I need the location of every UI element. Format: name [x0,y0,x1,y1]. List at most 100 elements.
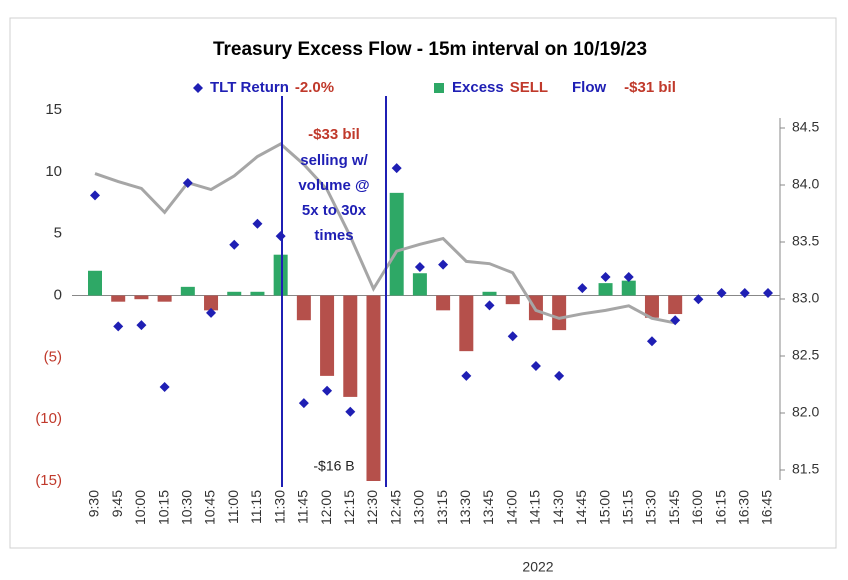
bar [157,295,172,302]
x-tick-label: 15:00 [596,490,612,525]
footer-text: 2022 [522,559,553,575]
x-tick-label: 16:30 [735,490,751,525]
point [229,239,240,250]
bar [204,295,219,311]
annotation-low: -$16 B [313,458,354,474]
y2-tick-label: 81.5 [792,461,819,477]
point [438,259,449,270]
point [182,177,193,188]
point [90,190,100,201]
x-tick-label: 13:15 [434,490,450,525]
point [391,163,402,174]
bar [621,280,636,296]
bar [436,295,451,311]
x-tick-label: 13:00 [411,490,427,525]
chart-title: Treasury Excess Flow - 15m interval on 1… [213,39,647,60]
point [206,307,217,318]
x-tick-label: 12:30 [364,490,380,525]
y-tick-label: 5 [54,225,62,242]
legend-note: -2.0% [295,79,334,96]
annotation-text: times [314,227,353,244]
y2-tick-label: 83.5 [792,233,819,249]
y2-tick-label: 84.5 [792,119,819,135]
point [507,331,518,342]
x-tick-label: 16:45 [759,490,775,525]
legend-label: Excess [452,79,504,96]
y-tick-label: (5) [44,348,62,365]
bar [366,295,381,481]
legend-label: TLT Return [210,79,289,96]
annotation-title: -$33 bil [308,126,360,143]
bar [250,291,265,296]
x-tick-label: 11:00 [225,490,241,524]
annotation-text: 5x to 30x [302,202,367,219]
x-tick-label: 13:30 [457,490,473,525]
bar [412,273,427,296]
bar [296,295,311,321]
legend-label: Flow [572,79,606,96]
point [716,288,727,299]
x-tick-label: 10:45 [202,490,218,525]
bar [180,286,195,296]
bar [343,295,358,397]
y-tick-label: 10 [45,163,62,180]
point [554,370,565,381]
x-tick-label: 12:45 [387,490,403,525]
bar [505,295,520,305]
y-tick-label: (10) [35,410,62,427]
point [461,370,472,381]
point [159,382,170,393]
bar [111,295,126,302]
point [600,271,611,282]
point [530,360,541,371]
point [252,218,263,229]
x-tick-label: 10:30 [179,490,195,525]
y2-tick-label: 82.5 [792,347,819,363]
bar [227,291,242,296]
x-tick-label: 11:15 [248,490,264,524]
x-tick-label: 14:00 [503,490,519,525]
x-tick-label: 10:15 [155,490,171,525]
point [275,231,286,242]
x-tick-label: 15:15 [619,490,635,525]
x-tick-label: 15:30 [643,490,659,525]
point [577,283,588,294]
point [623,271,634,282]
bar [273,254,288,296]
point [646,336,657,347]
bar [552,295,567,331]
point [670,315,681,326]
bar [459,295,474,352]
point [763,288,773,299]
y2-tick-label: 84.0 [792,176,819,192]
y2-tick-label: 83.0 [792,290,819,306]
point [113,321,124,332]
x-tick-label: 15:45 [666,490,682,525]
x-tick-label: 12:15 [341,490,357,525]
annotation-bg [306,456,362,478]
x-tick-label: 13:45 [480,490,496,525]
x-tick-label: 9:30 [86,490,102,517]
legend-note: SELL [510,79,548,96]
y-tick-label: 0 [54,286,62,303]
x-tick-label: 11:30 [271,490,287,524]
bar [134,295,149,300]
bar [644,295,659,318]
x-tick-label: 14:15 [527,490,543,525]
annotation-text: volume @ [298,177,369,194]
x-tick-label: 16:00 [689,490,705,525]
y-tick-label: (15) [35,472,62,489]
plot [88,142,773,481]
y-tick-label: 15 [45,101,62,118]
point [298,398,309,409]
annotation-text: selling w/ [300,152,368,169]
bar [389,192,404,296]
legend-note: -$31 bil [624,79,676,96]
bar [320,295,335,376]
bar [482,291,497,296]
y2-tick-label: 82.0 [792,404,819,420]
x-tick-label: 11:45 [295,490,311,524]
legend-marker [193,83,203,93]
point [484,300,495,311]
